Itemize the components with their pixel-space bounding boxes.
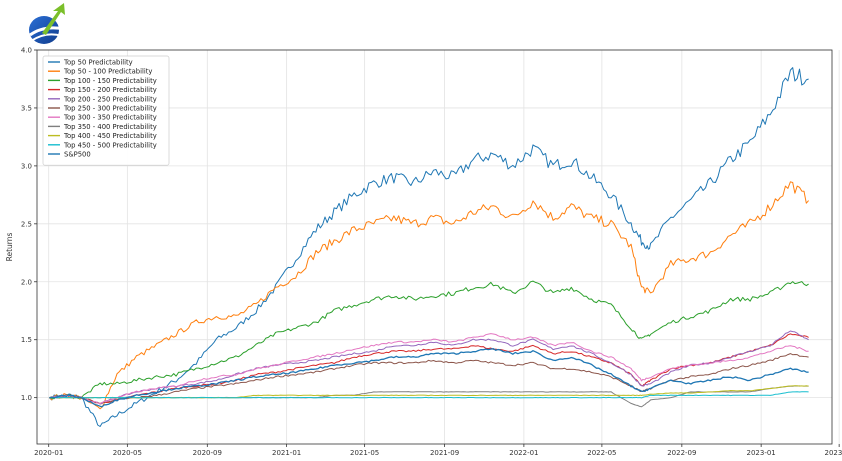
legend-entry-label: Top 50 Predictability: [63, 59, 133, 67]
y-tick-label: 3.5: [21, 104, 32, 112]
legend-box: [42, 55, 170, 166]
series-line: [49, 181, 809, 410]
logo-icon: [29, 3, 65, 44]
y-tick-label: 4.0: [21, 47, 32, 55]
series-line: [49, 67, 809, 427]
y-tick-label: 3.0: [21, 162, 32, 170]
legend-entry-label: Top 100 - 150 Predictability: [63, 77, 157, 85]
x-tick-label: 2022-05: [587, 449, 616, 457]
series-line: [49, 280, 809, 400]
y-tick-label: 1.0: [21, 394, 32, 402]
legend-entry-label: Top 450 - 500 Predictability: [63, 141, 157, 149]
x-tick-label: 2021-05: [350, 449, 379, 457]
series-lines: [49, 67, 809, 427]
legend-entry-label: Top 400 - 450 Predictability: [63, 132, 157, 140]
series-line: [49, 353, 809, 405]
legend-entry-label: Top 300 - 350 Predictability: [63, 114, 157, 122]
series-line: [49, 348, 809, 408]
x-tick-label: 2022-09: [667, 449, 696, 457]
series-line: [49, 333, 809, 405]
legend-entry-label: Top 50 - 100 Predictability: [63, 68, 152, 76]
x-tick-label: 2021-01: [272, 449, 301, 457]
y-axis-label: Returns: [5, 233, 14, 262]
x-tick-label: 2023-01: [747, 449, 776, 457]
plot-frame: [36, 49, 833, 445]
legend-entry-label: S&P500: [64, 151, 91, 159]
x-tick-label: 2020-05: [113, 449, 142, 457]
x-tick-label: 2021-09: [430, 449, 459, 457]
x-tick-label: 2020-01: [34, 449, 63, 457]
legend-entry-label: Top 150 - 200 Predictability: [63, 86, 157, 94]
series-line: [49, 391, 809, 399]
legend-entry-label: Top 250 - 300 Predictability: [63, 105, 157, 113]
legend-entry-label: Top 350 - 400 Predictability: [63, 123, 157, 131]
y-tick-label: 2.0: [21, 278, 32, 286]
y-tick-label: 1.5: [21, 336, 32, 344]
x-tick-label: 2020-09: [193, 449, 222, 457]
axes: 2020-01 2020-05 2020-09 2021-01 2021-05 2021-…: [5, 47, 842, 458]
legend-entry-label: Top 200 - 250 Predictability: [63, 95, 157, 103]
x-tick-label: 2022-01: [509, 449, 538, 457]
y-tick-label: 2.5: [21, 220, 32, 228]
x-tick-label: 2023-05: [825, 449, 842, 457]
